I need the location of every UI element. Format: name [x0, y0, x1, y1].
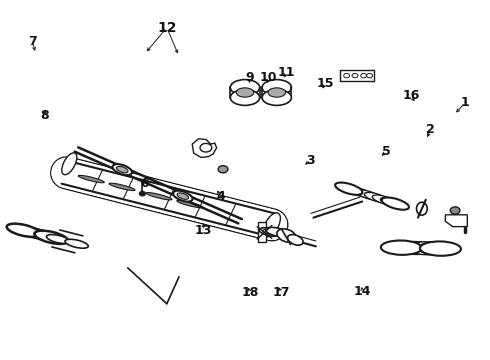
- Ellipse shape: [236, 88, 254, 97]
- Text: 2: 2: [426, 123, 435, 136]
- Ellipse shape: [408, 242, 445, 255]
- Ellipse shape: [65, 239, 88, 248]
- Text: 6: 6: [141, 177, 149, 190]
- Ellipse shape: [230, 80, 260, 95]
- Text: 10: 10: [260, 71, 277, 84]
- Ellipse shape: [397, 242, 434, 255]
- Text: 7: 7: [28, 35, 37, 49]
- Text: 13: 13: [195, 224, 212, 237]
- Ellipse shape: [34, 231, 68, 244]
- Bar: [340, 70, 374, 81]
- Polygon shape: [192, 139, 217, 157]
- Ellipse shape: [33, 231, 63, 242]
- Text: 12: 12: [157, 21, 176, 35]
- Ellipse shape: [266, 227, 288, 237]
- Ellipse shape: [343, 73, 349, 78]
- Text: 17: 17: [273, 287, 291, 300]
- Ellipse shape: [19, 227, 49, 239]
- Ellipse shape: [268, 88, 286, 97]
- Ellipse shape: [173, 191, 193, 202]
- Ellipse shape: [352, 73, 358, 78]
- Ellipse shape: [259, 228, 280, 236]
- Ellipse shape: [380, 198, 404, 208]
- Ellipse shape: [230, 90, 260, 105]
- Ellipse shape: [418, 242, 456, 255]
- Text: 3: 3: [307, 154, 315, 167]
- Text: 8: 8: [40, 109, 49, 122]
- Ellipse shape: [113, 164, 132, 175]
- Ellipse shape: [177, 200, 203, 208]
- Ellipse shape: [356, 190, 380, 200]
- Text: 14: 14: [353, 285, 371, 298]
- Ellipse shape: [7, 224, 40, 237]
- Ellipse shape: [263, 213, 280, 237]
- Ellipse shape: [361, 73, 367, 78]
- Text: 18: 18: [241, 287, 259, 300]
- Ellipse shape: [200, 143, 212, 152]
- Ellipse shape: [382, 198, 409, 210]
- Ellipse shape: [450, 207, 460, 214]
- Ellipse shape: [381, 240, 422, 255]
- Ellipse shape: [367, 73, 372, 78]
- Ellipse shape: [11, 225, 41, 237]
- Ellipse shape: [218, 166, 228, 173]
- Ellipse shape: [372, 195, 396, 205]
- Ellipse shape: [146, 193, 172, 200]
- Ellipse shape: [288, 235, 303, 245]
- Text: 11: 11: [278, 66, 295, 79]
- Ellipse shape: [348, 187, 372, 197]
- Text: 1: 1: [461, 96, 469, 109]
- Ellipse shape: [47, 235, 70, 243]
- Ellipse shape: [416, 202, 427, 215]
- Text: 9: 9: [245, 71, 254, 84]
- Text: 4: 4: [216, 190, 225, 203]
- Ellipse shape: [109, 183, 135, 190]
- Ellipse shape: [420, 242, 461, 256]
- Ellipse shape: [262, 80, 292, 95]
- Ellipse shape: [277, 229, 296, 242]
- Ellipse shape: [117, 166, 128, 173]
- Ellipse shape: [26, 229, 56, 240]
- Ellipse shape: [340, 185, 364, 195]
- Ellipse shape: [140, 192, 146, 196]
- Ellipse shape: [62, 153, 77, 175]
- Ellipse shape: [263, 229, 276, 235]
- Text: 16: 16: [402, 89, 420, 102]
- Text: 15: 15: [317, 77, 334, 90]
- Ellipse shape: [262, 90, 292, 105]
- Polygon shape: [445, 215, 467, 226]
- Bar: [258, 222, 267, 242]
- Ellipse shape: [335, 183, 363, 195]
- Ellipse shape: [364, 192, 388, 202]
- Text: 5: 5: [382, 145, 391, 158]
- Ellipse shape: [177, 193, 189, 199]
- Ellipse shape: [386, 241, 423, 254]
- Ellipse shape: [78, 175, 104, 183]
